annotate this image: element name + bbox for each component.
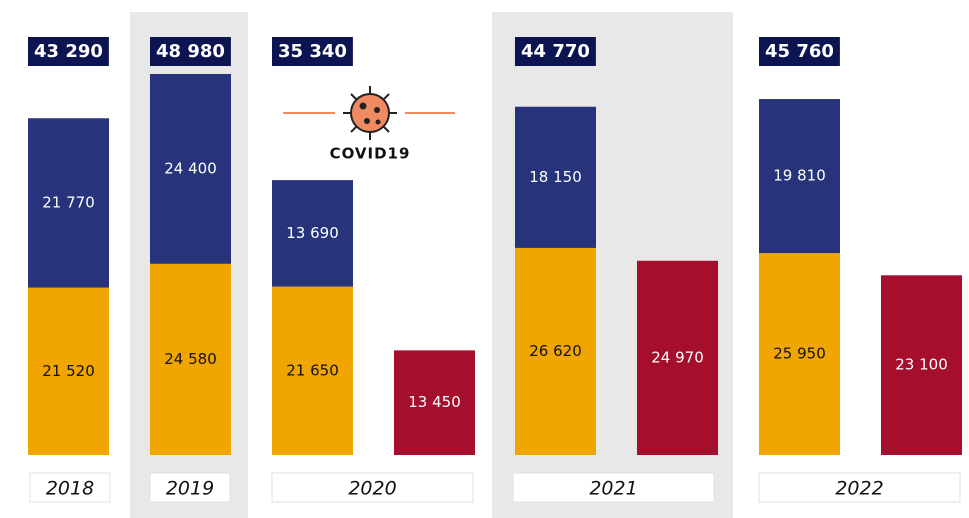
category-box [149,472,231,503]
category-box [758,472,961,503]
bar-segment [759,99,840,254]
category-label: 2018 [46,478,94,500]
bar-segment [515,106,596,248]
bar-segment [272,286,353,455]
bar-segment [28,287,109,455]
bar-segment [394,350,475,455]
category-label: 2019 [166,478,214,500]
bar-segment [28,118,109,288]
bar-segment [759,253,840,455]
category-label: 2020 [348,478,396,500]
bar-segment [881,275,962,455]
bar-segment [515,247,596,455]
total-label: 43 290 [34,41,103,62]
covid-icon [283,86,455,140]
bar-segment [150,74,231,264]
value-label: 13 690 [286,224,339,242]
category-box [271,472,474,503]
total-label: 48 980 [156,41,225,62]
value-label: 18 150 [529,168,582,186]
value-label: 21 770 [42,193,95,211]
total-box [28,37,109,66]
total-box [272,37,353,66]
total-label: 35 340 [278,41,347,62]
value-label: 25 950 [773,345,826,363]
annotation: COVID19 [330,145,411,163]
category-box [29,472,111,503]
category-label: 2022 [835,478,883,500]
value-label: 19 810 [773,167,826,185]
value-label: 24 580 [164,350,217,368]
value-label: 24 970 [651,348,704,366]
value-label: 24 400 [164,159,217,177]
value-label: 23 100 [895,356,948,374]
total-box [515,37,596,66]
bar-segment [272,180,353,287]
value-label: 21 520 [42,362,95,380]
bar-segment [637,260,718,455]
total-label: 45 760 [765,41,834,62]
category-label: 2021 [589,478,637,500]
bar-segment [150,263,231,455]
total-label: 44 770 [521,41,590,62]
total-box [150,37,231,66]
value-label: 21 650 [286,361,339,379]
value-label: 26 620 [529,342,582,360]
category-box [512,472,715,503]
total-box [759,37,840,66]
value-label: 13 450 [408,393,461,411]
